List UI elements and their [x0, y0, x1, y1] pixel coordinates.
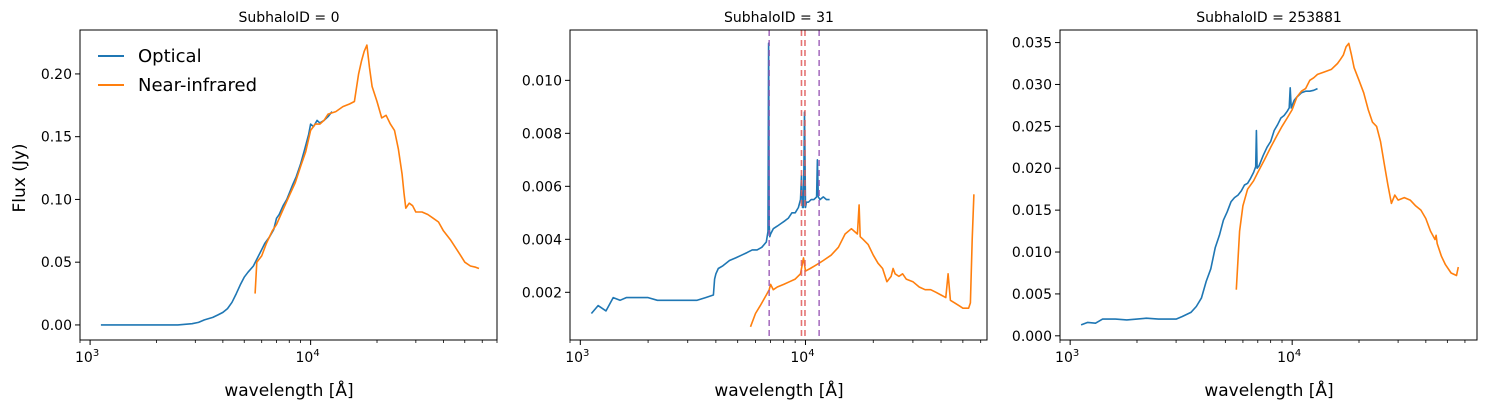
- legend: Optical Near-infrared: [98, 46, 257, 96]
- y-tick-label: 0.025: [1012, 119, 1052, 135]
- y-tick-label: 0.15: [41, 130, 72, 146]
- x-axis-label: wavelength [Å]: [224, 379, 353, 401]
- y-tick-label: 0.030: [1012, 77, 1052, 93]
- axes-frame: [569, 29, 988, 341]
- series-line-near-infrared: [254, 44, 480, 294]
- panel-title: SubhaloID = 0: [238, 10, 339, 26]
- x-tick-label: 104: [1277, 348, 1301, 366]
- x-tick-label: 104: [296, 348, 320, 366]
- y-tick-label: 0.20: [41, 67, 72, 83]
- y-tick-label: 0.004: [522, 232, 562, 248]
- y-axis-label: Flux (Jy): [10, 143, 30, 212]
- x-axis-label: wavelength [Å]: [1204, 379, 1333, 401]
- y-tick-label: 0.10: [41, 192, 72, 208]
- panel-subhalo-31: SubhaloID = 31 0.002 0.004 0.006 0.008 0.010…: [522, 10, 988, 401]
- y-tick-label: 0.035: [1012, 36, 1052, 52]
- x-tick-label: 103: [1055, 348, 1079, 366]
- y-tick-label: 0.008: [522, 126, 562, 142]
- y-tick-label: 0.005: [1012, 287, 1052, 303]
- x-tick-label: 103: [565, 348, 589, 366]
- y-tick-label: 0.020: [1012, 161, 1052, 177]
- y-tick-label: 0.006: [522, 179, 562, 195]
- axes-frame: [79, 29, 498, 341]
- series-line-optical: [590, 42, 830, 315]
- panel-title: SubhaloID = 31: [724, 10, 834, 26]
- y-tick-label: 0.010: [1012, 245, 1052, 261]
- y-tick-label: 0.05: [41, 255, 72, 271]
- x-tick-label: 103: [75, 348, 99, 366]
- y-tick-label: 0.00: [41, 318, 72, 334]
- x-tick-label: 104: [790, 348, 814, 366]
- y-tick-label: 0.015: [1012, 203, 1052, 219]
- panel-title: SubhaloID = 253881: [1196, 10, 1342, 26]
- y-tick-label: 0.010: [522, 73, 562, 89]
- legend-label-optical: Optical: [138, 46, 202, 67]
- series-line-near-infrared: [749, 194, 975, 328]
- series-line-near-infrared: [1235, 42, 1460, 290]
- series-line-optical: [100, 111, 333, 326]
- panel-subhalo-253881: SubhaloID = 253881 0.000 0.005 0.010 0.015 0…: [1012, 10, 1478, 401]
- x-axis-label: wavelength [Å]: [714, 379, 843, 401]
- legend-label-near-infrared: Near-infrared: [138, 75, 257, 96]
- series-line-optical: [1080, 87, 1318, 326]
- axes-frame: [1059, 29, 1478, 341]
- panel-subhalo-0: SubhaloID = 0 0.00 0.05 0.10 0.15 0.20 103 104…: [10, 10, 498, 401]
- y-tick-label: 0.002: [522, 285, 562, 301]
- y-tick-label: 0.000: [1012, 329, 1052, 345]
